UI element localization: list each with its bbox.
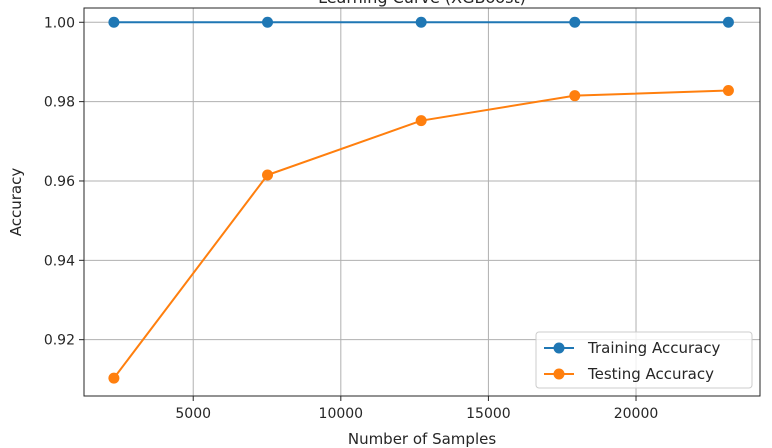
data-point: [262, 16, 274, 28]
data-point: [722, 16, 734, 28]
data-point: [415, 16, 427, 28]
legend-box: [535, 331, 753, 389]
series-training-accuracy: [108, 16, 734, 28]
y-tick-label: 0.96: [44, 174, 75, 190]
chart-title: Learning Curve (XGBoost): [318, 0, 526, 7]
data-point: [415, 115, 427, 127]
data-point: [569, 16, 581, 28]
plot-frame: [83, 7, 761, 397]
x-axis-label: Number of Samples: [348, 430, 496, 448]
y-axis-label: Accuracy: [7, 168, 25, 237]
x-tick-label: 10000: [319, 406, 364, 422]
legend-marker: [553, 368, 565, 380]
y-tick-label: 0.92: [44, 333, 75, 349]
data-point: [569, 90, 581, 102]
legend-item: Training Accuracy: [544, 339, 721, 357]
legend: Training Accuracy Testing Accuracy: [535, 331, 753, 389]
data-point: [108, 16, 120, 28]
x-tick-label: 20000: [614, 406, 659, 422]
y-tick-label: 1.00: [44, 15, 75, 31]
series-testing-accuracy: [108, 85, 734, 384]
legend-item: Testing Accuracy: [544, 365, 714, 383]
data-point: [722, 85, 734, 97]
axis-ticks: 5000 10000 15000 20000 0.92 0.94 0.96 0.98 1.00: [44, 15, 658, 422]
legend-label: Testing Accuracy: [587, 365, 714, 383]
data-point: [108, 372, 120, 384]
legend-marker: [553, 342, 565, 354]
x-tick-label: 5000: [175, 406, 211, 422]
y-tick-label: 0.94: [44, 253, 75, 269]
legend-label: Training Accuracy: [587, 339, 721, 357]
x-tick-label: 15000: [466, 406, 511, 422]
y-tick-label: 0.98: [44, 95, 75, 111]
data-point: [262, 169, 274, 181]
series-layer: [108, 16, 734, 384]
